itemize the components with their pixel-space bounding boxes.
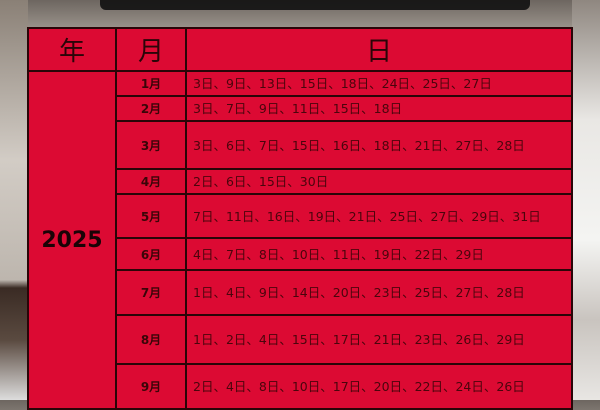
header-year: 年 xyxy=(27,27,117,72)
background-left xyxy=(0,0,28,400)
days-cell: 7日、11日、16日、19日、21日、25日、27日、29日、31日 xyxy=(185,193,573,239)
table-row: 2025 1月 3日、9日、13日、15日、18日、24日、25日、27日 xyxy=(27,70,573,410)
month-cell: 6月 xyxy=(115,237,187,271)
table-row: 2月 3日、7日、9日、11日、15日、18日 xyxy=(28,95,573,122)
month-cell: 3月 xyxy=(115,120,187,170)
days-cell: 3日、6日、7日、15日、16日、18日、21日、27日、28日 xyxy=(185,120,573,170)
header-day: 日 xyxy=(185,27,573,72)
background-right xyxy=(572,0,600,400)
table-row: 3月 3日、6日、7日、15日、16日、18日、21日、27日、28日 xyxy=(28,120,573,170)
days-cell: 3日、7日、9日、11日、15日、18日 xyxy=(185,95,573,122)
month-cell: 7月 xyxy=(115,269,187,316)
days-cell: 2日、4日、8日、10日、17日、20日、22日、24日、26日 xyxy=(185,363,573,410)
title-banner-cropped xyxy=(100,0,530,10)
month-cell: 9月 xyxy=(115,363,187,410)
days-cell: 2日、6日、15日、30日 xyxy=(185,168,573,195)
table-row: 8月 1日、2日、4日、15日、17日、21日、23日、26日、29日 xyxy=(28,314,573,365)
table-row: 4月 2日、6日、15日、30日 xyxy=(28,168,573,195)
month-cell: 1月 xyxy=(115,70,187,97)
days-cell: 1日、2日、4日、15日、17日、21日、23日、26日、29日 xyxy=(185,314,573,365)
days-cell: 3日、9日、13日、15日、18日、24日、25日、27日 xyxy=(185,70,573,97)
header-row: 年 月 日 xyxy=(27,27,573,72)
month-cell: 8月 xyxy=(115,314,187,365)
header-month: 月 xyxy=(115,27,187,72)
year-cell: 2025 xyxy=(27,70,117,410)
days-cell: 4日、7日、8日、10日、11日、19日、22日、29日 xyxy=(185,237,573,271)
days-cell: 1日、4日、9日、14日、20日、23日、25日、27日、28日 xyxy=(185,269,573,316)
table-row: 7月 1日、4日、9日、14日、20日、23日、25日、27日、28日 xyxy=(28,269,573,316)
date-table: 年 月 日 2025 1月 3日、9日、13日、15日、18日、24日、25日、… xyxy=(27,27,573,410)
month-cell: 4月 xyxy=(115,168,187,195)
table-row: 6月 4日、7日、8日、10日、11日、19日、22日、29日 xyxy=(28,237,573,271)
table-row: 5月 7日、11日、16日、19日、21日、25日、27日、29日、31日 xyxy=(28,193,573,239)
month-cell: 5月 xyxy=(115,193,187,239)
month-cell: 2月 xyxy=(115,95,187,122)
